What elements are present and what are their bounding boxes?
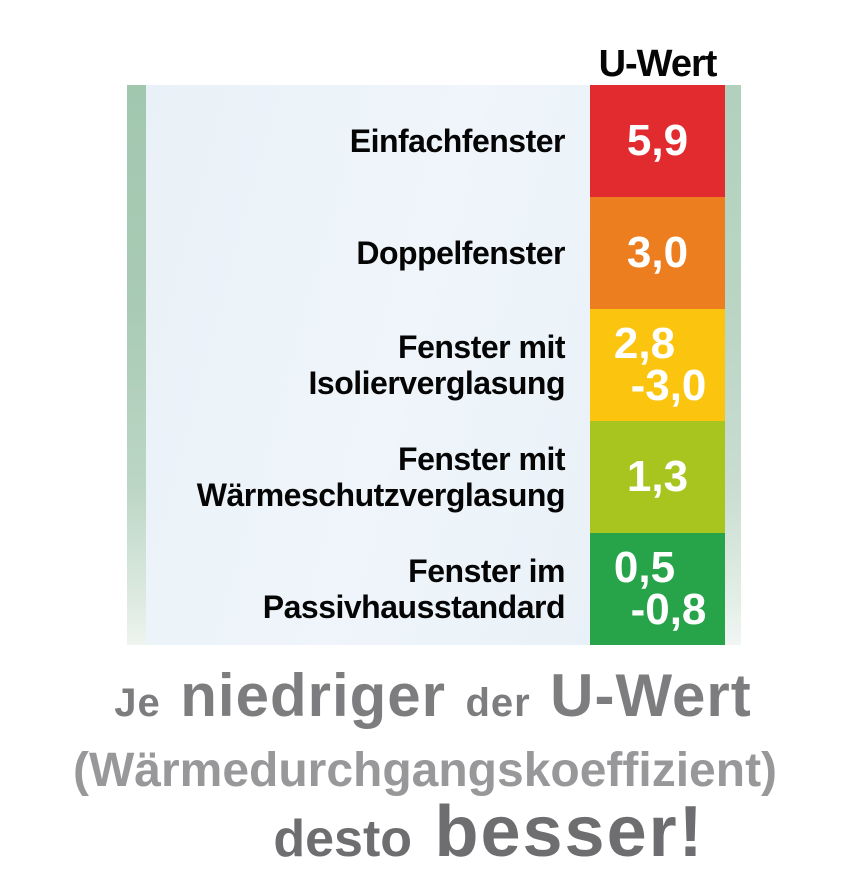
row-label-line: Fenster mit <box>398 329 565 365</box>
row-value-block: 2,8 -3,0 <box>590 309 725 421</box>
row-value-block: 3,0 <box>590 197 725 309</box>
row-label-line: Passivhausstandard <box>262 589 566 625</box>
right-edge-strip <box>725 85 741 645</box>
row-value-text: 0,5 <box>613 543 676 592</box>
column-header-u-wert: U-Wert <box>598 43 718 85</box>
caption-line-3: desto besser! <box>64 791 850 873</box>
caption-word-je: Je <box>114 681 161 725</box>
row-value-text: 2,8 <box>613 319 676 368</box>
row-value-block: 5,9 <box>590 85 725 197</box>
caption-word-besser: besser! <box>434 792 705 872</box>
chart-row: Fenster mit Isolierverglasung 2,8 -3,0 <box>146 309 725 421</box>
chart-row: Fenster mit Wärmeschutzverglasung 1,3 <box>146 421 725 533</box>
chart-rows: Einfachfenster 5,9 Doppelfenster 3,0 Fenster… <box>146 85 725 645</box>
row-label-line: Doppelfenster <box>356 235 565 271</box>
left-edge-strip <box>127 85 146 645</box>
caption-line-1: Je niedriger der U-Wert <box>8 661 850 730</box>
caption-word-desto: desto <box>273 810 413 868</box>
row-label-line: Einfachfenster <box>349 123 566 159</box>
chart-row: Doppelfenster 3,0 <box>146 197 725 309</box>
row-label-line: Fenster im <box>408 553 565 589</box>
row-label: Fenster im Passivhausstandard <box>146 533 590 645</box>
row-label-line: Wärmeschutzverglasung <box>196 477 566 513</box>
row-value-text: -0,8 <box>630 585 707 634</box>
row-value-text: 3,0 <box>626 228 689 277</box>
row-value-text: 1,3 <box>626 452 689 501</box>
row-label-line: Isolierverglasung <box>308 365 566 401</box>
chart-panel: Einfachfenster 5,9 Doppelfenster 3,0 Fenster… <box>127 85 741 645</box>
chart-row: Fenster im Passivhausstandard 0,5 -0,8 <box>146 533 725 645</box>
row-label: Fenster mit Isolierverglasung <box>146 309 590 421</box>
row-label-line: Fenster mit <box>398 441 565 477</box>
caption-word-niedriger: niedriger <box>180 662 446 729</box>
caption-word-der: der <box>465 681 531 725</box>
row-value-block: 1,3 <box>590 421 725 533</box>
row-label: Fenster mit Wärmeschutzverglasung <box>146 421 590 533</box>
row-label: Einfachfenster <box>146 85 590 197</box>
caption-line-2: (Wärmedurchgangskoeffizient) <box>72 744 778 797</box>
row-value-block: 0,5 -0,8 <box>590 533 725 645</box>
row-value-text: -3,0 <box>630 361 707 410</box>
row-label: Doppelfenster <box>146 197 590 309</box>
chart-row: Einfachfenster 5,9 <box>146 85 725 197</box>
row-value-text: 5,9 <box>626 116 689 165</box>
caption-word-u-wert: U-Wert <box>550 662 752 729</box>
